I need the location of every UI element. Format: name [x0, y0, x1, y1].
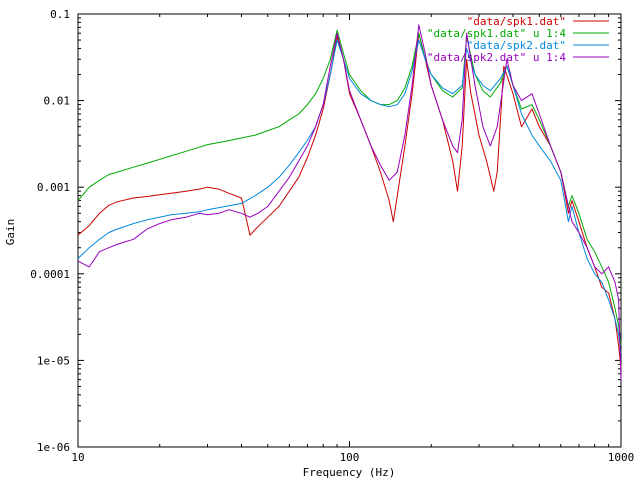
- series-line-3: [77, 39, 622, 354]
- legend-label-1: "data/spk1.dat": [467, 15, 566, 28]
- y-tick-label: 1e-05: [37, 354, 70, 367]
- y-axis-ticks: 0.1 0.01 0.001 0.0001 1e-05 1e-06: [30, 8, 621, 454]
- legend-label-2: "data/spk1.dat" u 1:4: [427, 27, 566, 40]
- legend-label-4: "data/spk2.dat" u 1:4: [427, 51, 566, 64]
- y-tick-label: 0.01: [44, 95, 71, 108]
- x-axis-label: Frequency (Hz): [303, 466, 396, 479]
- y-tick-label: 0.1: [50, 8, 70, 21]
- x-tick-label: 10: [71, 451, 84, 464]
- legend: "data/spk1.dat""data/spk1.dat" u 1:4"dat…: [427, 15, 609, 64]
- y-tick-label: 1e-06: [37, 441, 70, 454]
- x-tick-label: 1000: [608, 451, 635, 464]
- legend-label-3: "data/spk2.dat": [467, 39, 566, 52]
- x-axis-ticks: 10 100 1000: [71, 14, 634, 464]
- y-tick-label: 0.0001: [30, 268, 70, 281]
- x-tick-label: 100: [340, 451, 360, 464]
- series-layer: [77, 24, 622, 380]
- series-line-4: [77, 24, 622, 380]
- y-axis-label: Gain: [4, 219, 17, 246]
- y-tick-label: 0.001: [37, 181, 70, 194]
